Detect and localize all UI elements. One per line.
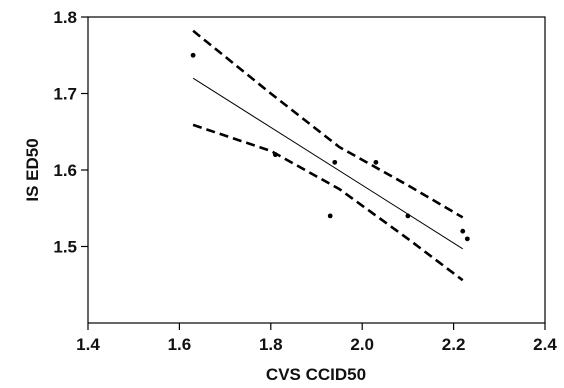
y-tick-label: 1.7 [53, 85, 77, 104]
data-point [373, 159, 379, 165]
x-tick-label: 1.8 [259, 335, 283, 354]
regression-line [192, 77, 464, 250]
upper-confidence-band [192, 29, 464, 219]
plot-area-frame [87, 16, 546, 324]
lower-confidence-band [192, 123, 464, 282]
y-tick-label: 1.8 [53, 8, 77, 27]
y-axis-label: IS ED50 [23, 138, 42, 201]
x-tick-label: 2.2 [442, 335, 466, 354]
data-point [272, 152, 278, 158]
data-point [464, 236, 470, 242]
confidence-bands [192, 29, 464, 282]
data-points [190, 52, 470, 242]
x-tick-label: 1.4 [76, 335, 100, 354]
y-tick-label: 1.5 [53, 238, 77, 257]
data-point [405, 213, 411, 219]
data-point [327, 213, 333, 219]
regression-line-group [192, 77, 464, 250]
x-tick-label: 2.4 [533, 335, 557, 354]
y-tick-label: 1.6 [53, 161, 77, 180]
data-point [190, 52, 196, 58]
y-axis-ticks: 1.5 1.6 1.7 1.8 [53, 8, 88, 257]
x-tick-label: 1.6 [168, 335, 192, 354]
data-point [332, 159, 338, 165]
x-axis-ticks: 1.4 1.6 1.8 2.0 2.2 2.4 [76, 323, 557, 354]
data-point [460, 228, 466, 234]
x-tick-label: 2.0 [350, 335, 374, 354]
x-axis-label: CVS CCID50 [266, 365, 366, 384]
